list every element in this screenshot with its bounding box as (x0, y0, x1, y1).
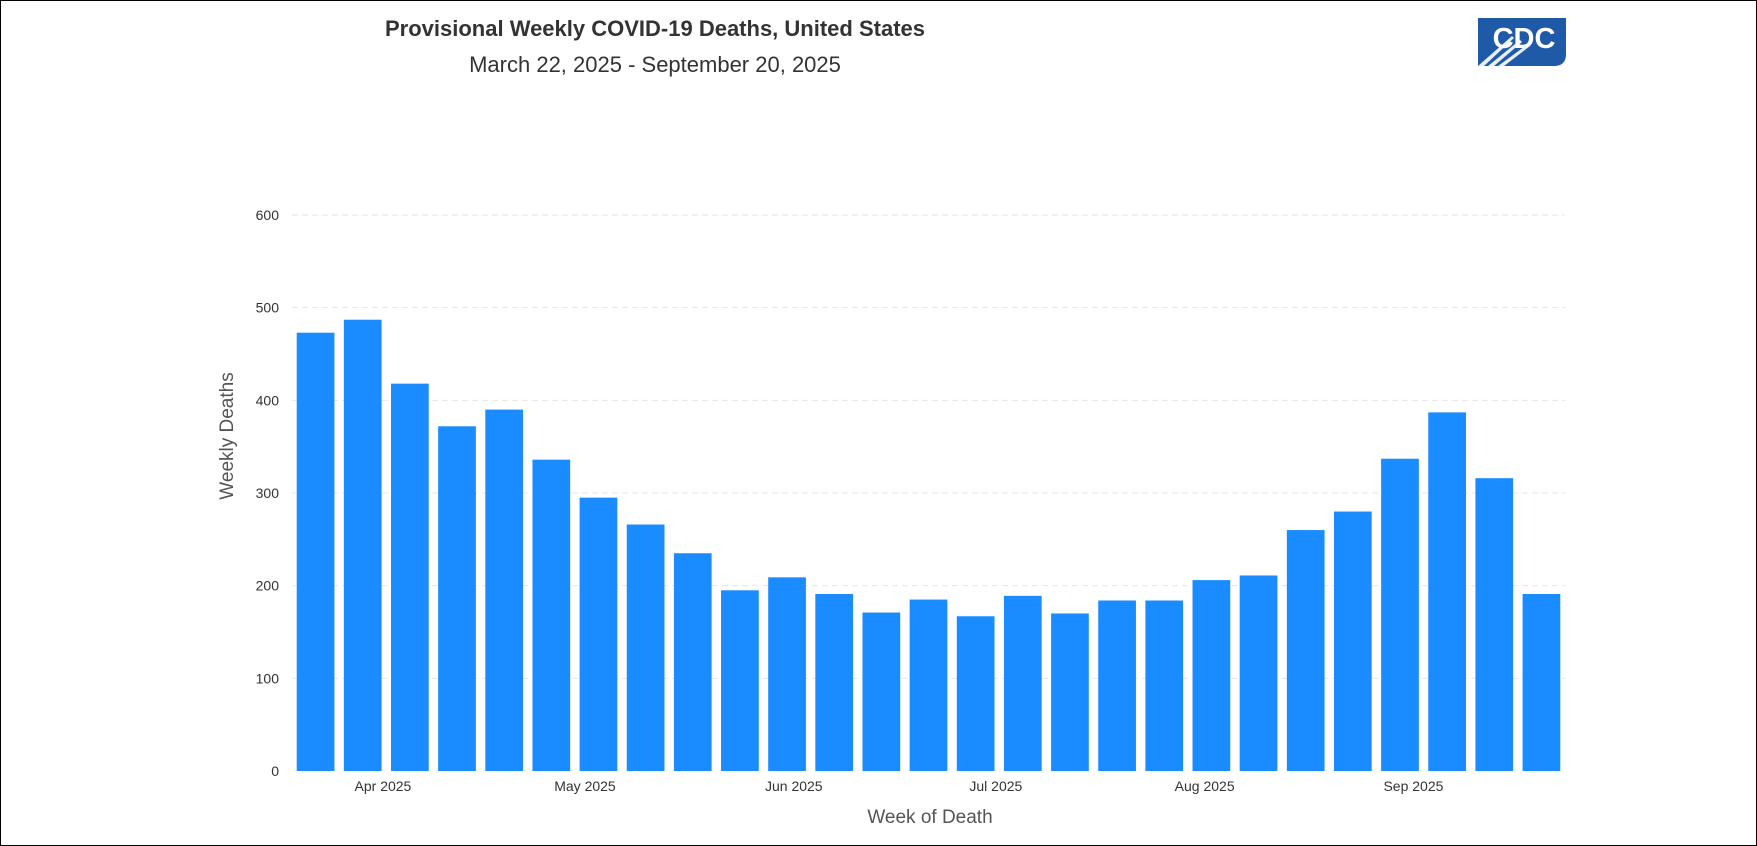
bars (296, 319, 1561, 771)
bar[interactable] (391, 383, 429, 771)
x-tick-label: Aug 2025 (1175, 778, 1235, 794)
bar[interactable] (343, 319, 382, 771)
y-axis-ticks: 0 100 200 300 400 500 600 (256, 207, 280, 779)
bar[interactable] (626, 524, 665, 771)
bar[interactable] (1475, 478, 1514, 771)
bar[interactable] (909, 599, 948, 771)
bar[interactable] (438, 426, 476, 771)
x-tick-label: Sep 2025 (1383, 778, 1443, 794)
chart-subtitle: March 22, 2025 - September 20, 2025 (469, 52, 841, 77)
bar[interactable] (1145, 600, 1184, 771)
bar[interactable] (532, 459, 571, 771)
y-tick-label: 200 (256, 578, 280, 594)
bar[interactable] (296, 332, 335, 771)
bar[interactable] (1286, 530, 1325, 771)
x-tick-label: May 2025 (554, 778, 616, 794)
y-tick-label: 400 (256, 392, 280, 408)
bar[interactable] (815, 594, 854, 771)
bar[interactable] (485, 409, 524, 771)
bar[interactable] (1051, 613, 1089, 771)
bar[interactable] (1333, 511, 1372, 771)
bar[interactable] (673, 553, 712, 771)
x-axis-ticks: Apr 2025 May 2025 Jun 2025 Jul 2025 Aug 2025… (355, 778, 1444, 794)
x-tick-label: Apr 2025 (355, 778, 412, 794)
y-tick-label: 0 (271, 763, 279, 779)
bar[interactable] (579, 497, 618, 771)
bar[interactable] (1192, 580, 1231, 771)
y-axis-title: Weekly Deaths (217, 372, 238, 499)
bar[interactable] (956, 616, 995, 771)
bar[interactable] (1428, 412, 1466, 771)
x-tick-label: Jun 2025 (765, 778, 823, 794)
cdc-logo-text: CDC (1493, 23, 1556, 55)
cdc-logo: CDC (1478, 18, 1566, 66)
bar[interactable] (1003, 595, 1042, 771)
bar[interactable] (862, 612, 901, 771)
bar[interactable] (1522, 594, 1561, 771)
bar[interactable] (1098, 600, 1136, 771)
x-axis-title: Week of Death (867, 807, 992, 828)
bar[interactable] (1381, 458, 1419, 771)
y-tick-label: 300 (256, 485, 280, 501)
y-tick-label: 600 (256, 207, 280, 223)
y-tick-label: 100 (256, 670, 280, 686)
y-tick-label: 500 (256, 300, 280, 316)
bar[interactable] (1239, 575, 1278, 771)
x-tick-label: Jul 2025 (969, 778, 1022, 794)
bar[interactable] (768, 577, 806, 771)
bar[interactable] (721, 590, 759, 771)
chart-title: Provisional Weekly COVID-19 Deaths, Unit… (385, 16, 925, 41)
